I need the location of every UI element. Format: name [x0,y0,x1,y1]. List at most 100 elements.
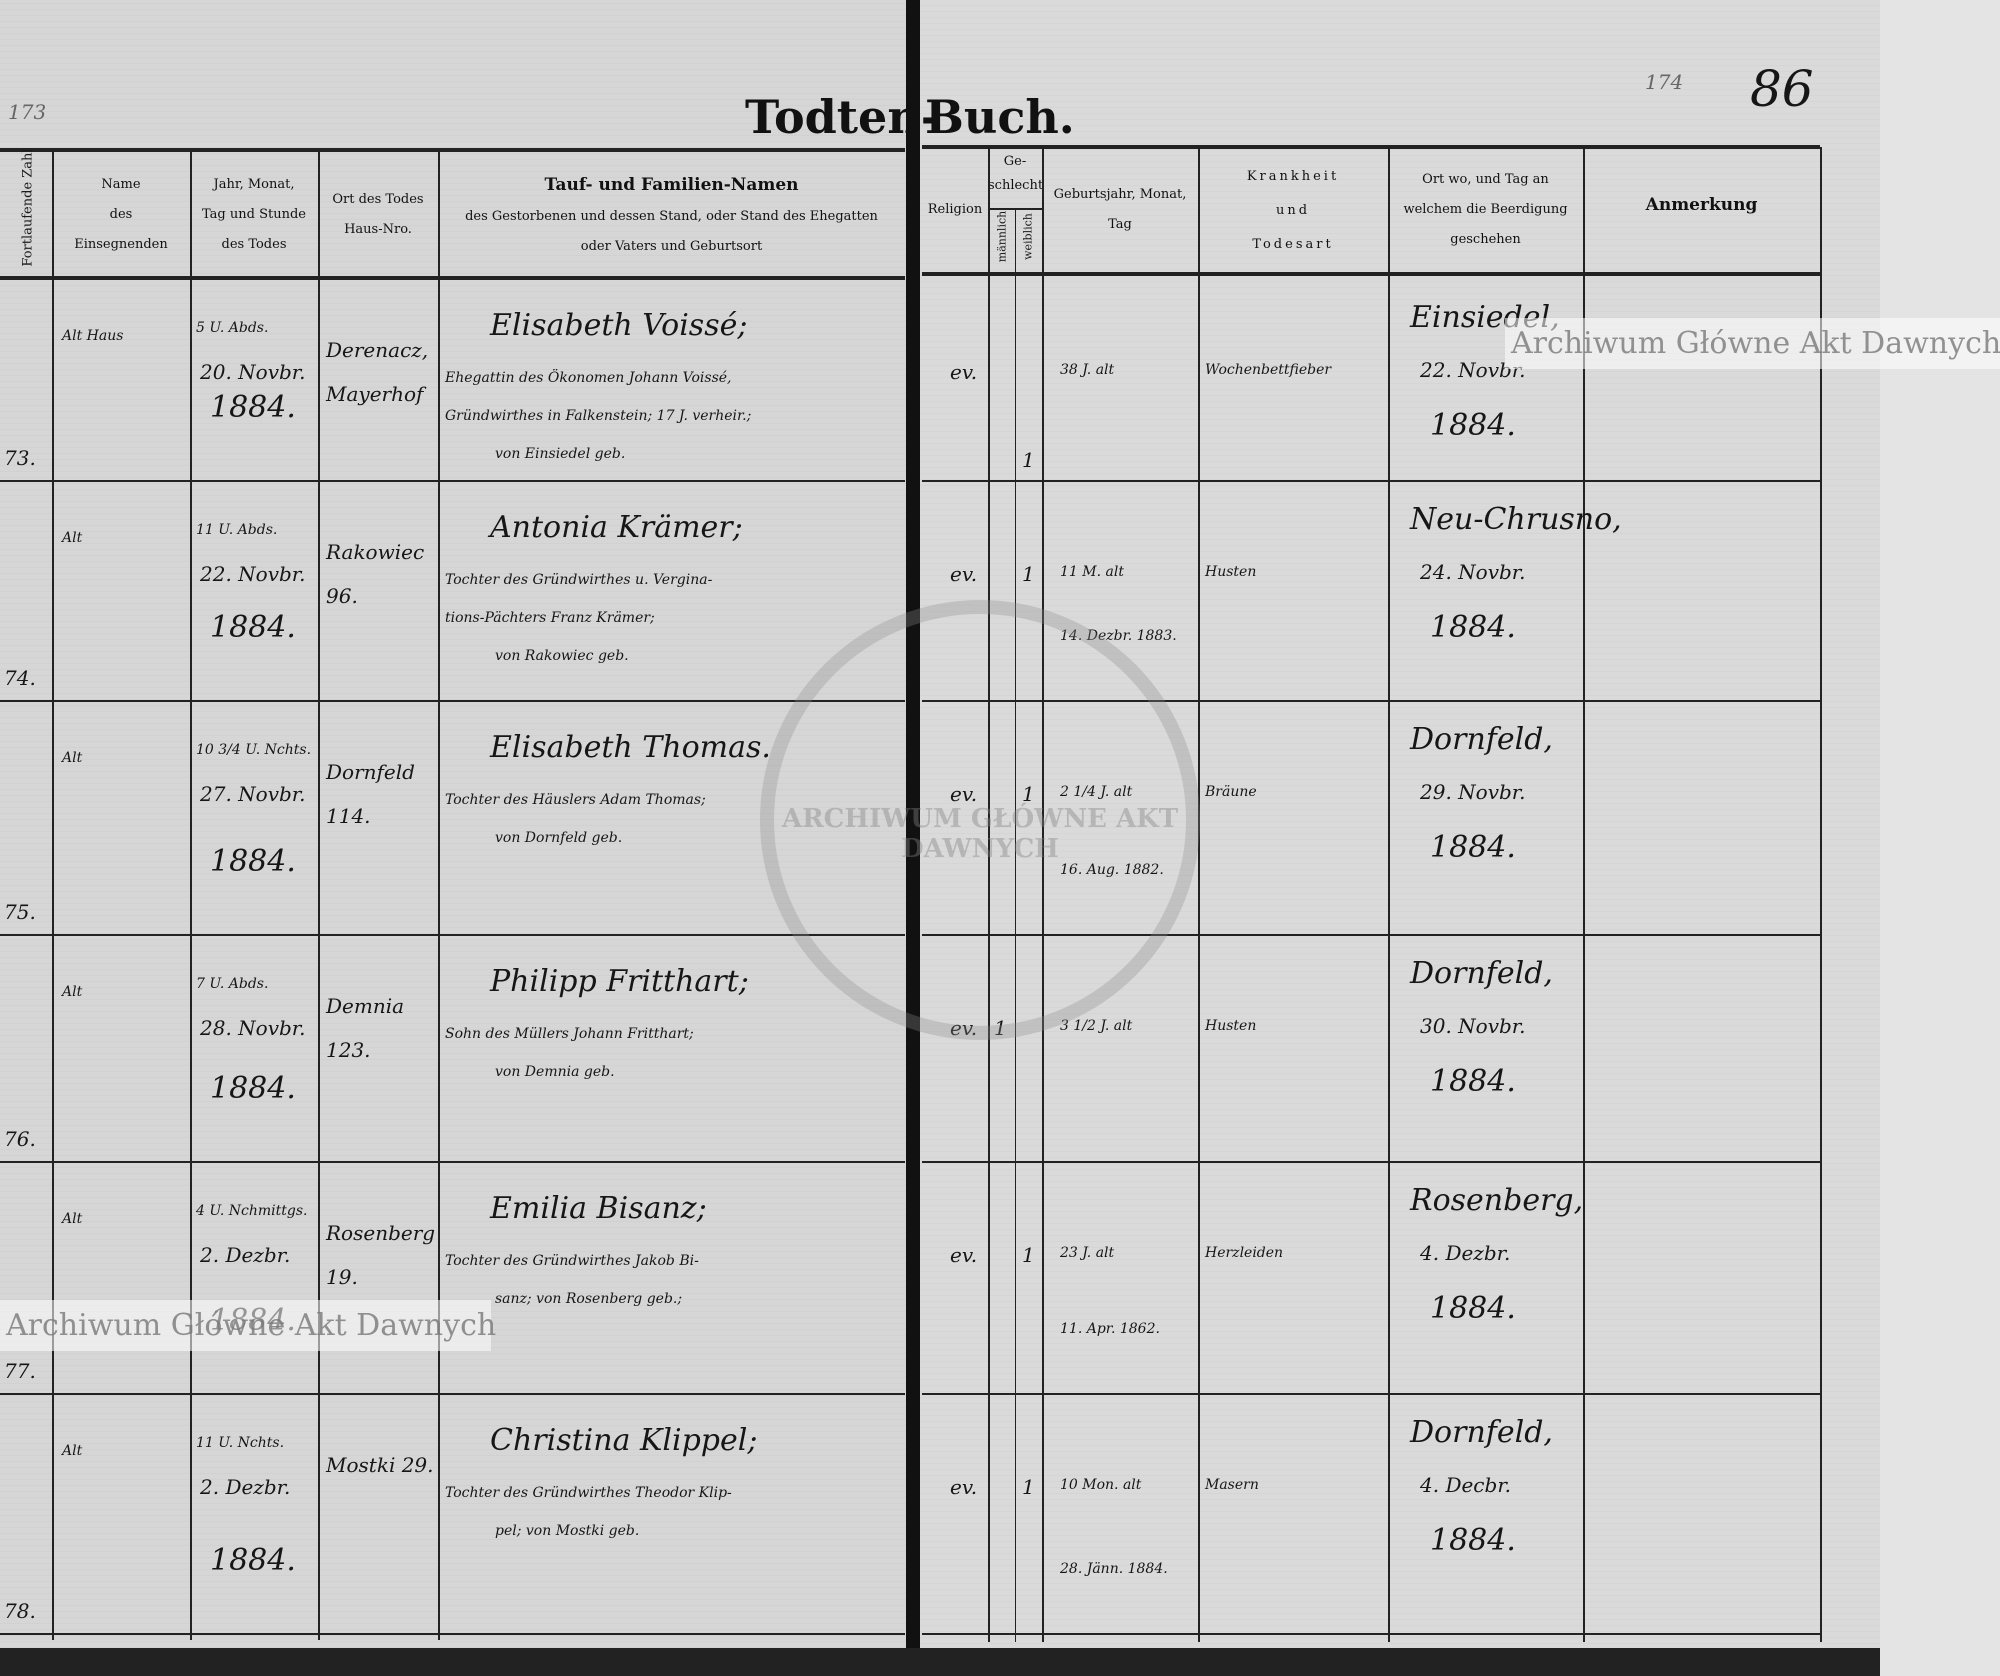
death-year: 1884. [210,844,296,879]
burial-place: Dornfeld, [1410,1415,1553,1450]
death-day: 28. Novbr. [200,1016,306,1040]
row-rule [922,934,1820,936]
sex-female: 1 [1022,1475,1035,1499]
deceased-description: von Rakowiec geb. [495,648,629,664]
death-year: 1884. [210,390,296,425]
burial-place: Neu-Chrusno, [1410,502,1622,537]
officiant-signature: Alt [62,750,83,766]
sex-female: 1 [1022,448,1035,472]
row-rule [0,1161,905,1163]
cause-of-death: Wochenbettfieber [1205,362,1332,378]
death-hour: 7 U. Abds. [196,976,269,992]
scan-bottom-edge [0,1648,1880,1676]
death-day: 20. Novbr. [200,360,306,384]
col-line [1820,147,1822,1642]
cause-of-death: Masern [1205,1477,1259,1493]
rule [990,208,1042,210]
deceased-description: Sohn des Müllers Johann Fritthart; [445,1026,694,1042]
deceased-description: pel; von Mostki geb. [495,1523,640,1539]
rule [0,148,905,152]
header-date-1: Jahr, Monat, [213,177,295,192]
death-place: Rosenberg 19. [326,1221,436,1289]
header-name-title: Tauf- und Familien-Namen [544,175,799,195]
deceased-description: sanz; von Rosenberg geb.; [495,1291,683,1307]
burial-year: 1884. [1430,1291,1516,1326]
burial-place: Dornfeld, [1410,722,1553,757]
deceased-name: Elisabeth Voissé; [490,308,748,343]
entry-number: 76. [4,1127,36,1151]
col-line [438,150,440,1640]
deceased-name: Emilia Bisanz; [490,1191,707,1226]
age: 11 M. alt [1060,564,1124,580]
death-day: 22. Novbr. [200,562,306,586]
death-hour: 11 U. Nchts. [196,1435,285,1451]
header-number: Fortlaufende Zahl [20,148,36,267]
deceased-description: Gründwirthes in Falkenstein; 17 J. verhe… [445,408,752,424]
row-rule [0,700,905,702]
header-sex-2: schlecht [988,178,1044,193]
officiant-signature: Alt [62,1443,83,1459]
death-place: Rakowiec 96. [326,540,425,608]
cause-of-death: Herzleiden [1205,1245,1284,1261]
col-line [52,150,54,1640]
header-burial-1: Ort wo, und Tag an [1422,172,1549,187]
death-year: 1884. [210,1071,296,1106]
age: 23 J. alt [1060,1245,1115,1261]
header-date-3: des Todes [221,237,287,252]
header-date-2: Tag und Stunde [202,207,306,222]
header-burial-2: welchem die Beerdigung [1403,202,1568,217]
header-male: männlich [995,210,1009,263]
header-officiant-1: Name [101,177,141,192]
entry-number: 74. [4,666,36,690]
col-line [318,150,320,1640]
burial-year: 1884. [1430,1523,1516,1558]
deceased-description: Tochter des Gründwirthes Theodor Klip- [445,1485,732,1501]
religion: ev. [950,562,978,586]
entry-number: 75. [4,900,36,924]
sex-female: 1 [1022,1243,1035,1267]
row-rule [0,480,905,482]
birth-date: 28. Jänn. 1884. [1060,1561,1168,1577]
page-number: 86 [1750,60,1814,118]
header-illness-3: Todesart [1252,237,1334,252]
death-hour: 4 U. Nchmittgs. [196,1203,308,1219]
header-female: weiblich [1021,213,1035,260]
religion: ev. [950,360,978,384]
row-rule [922,700,1820,702]
deceased-description: von Demnia geb. [495,1064,615,1080]
religion: ev. [950,1243,978,1267]
row-rule [0,934,905,936]
deceased-description: Ehegattin des Ökonomen Johann Voissé, [445,370,732,386]
cause-of-death: Husten [1205,564,1257,580]
death-year: 1884. [210,610,296,645]
rule [922,145,1820,149]
death-place: Derenacz, Mayerhof [326,338,429,406]
officiant-signature: Alt Haus [62,328,124,344]
death-place: Mostki 29. [326,1453,434,1477]
header-illness-2: und [1275,203,1311,218]
burial-day: 4. Dezbr. [1420,1241,1511,1265]
header-officiant-2: des [109,207,133,222]
header-place-1: Ort des Todes [332,192,424,207]
header-birth-1: Geburtsjahr, Monat, [1053,187,1187,202]
officiant-signature: Alt [62,984,83,1000]
officiant-signature: Alt [62,530,83,546]
burial-day: 4. Decbr. [1420,1473,1512,1497]
officiant-signature: Alt [62,1211,83,1227]
row-rule [922,1161,1820,1163]
death-day: 2. Dezbr. [200,1243,291,1267]
deceased-name: Elisabeth Thomas. [490,730,771,765]
deceased-name: Christina Klippel; [490,1423,758,1458]
row-rule [0,1393,905,1395]
death-place: Demnia 123. [326,994,405,1062]
title-right: Buch. [925,90,1075,144]
entry-number: 78. [4,1599,36,1623]
age: 38 J. alt [1060,362,1115,378]
deceased-description: von Einsiedel geb. [495,446,626,462]
archive-stamp: ARCHIWUM GŁÓWNE AKT DAWNYCH [760,600,1200,1040]
header-officiant-3: Einsegnenden [74,237,168,252]
burial-day: 29. Novbr. [1420,780,1526,804]
religion: ev. [950,1475,978,1499]
watermark: Archiwum Główne Akt Dawnych [0,1300,496,1351]
death-hour: 5 U. Abds. [196,320,269,336]
